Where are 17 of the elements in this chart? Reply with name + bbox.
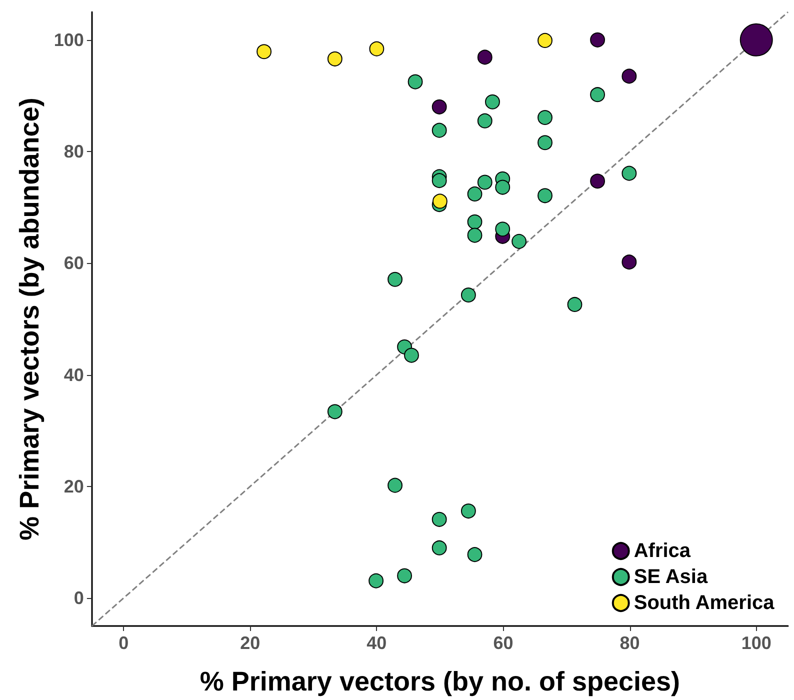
legend-label: Africa: [634, 540, 692, 562]
y-tick-label: 80: [64, 142, 84, 162]
x-tick-label: 100: [741, 633, 772, 653]
y-axis-title: % Primary vectors (by abundance): [14, 98, 44, 540]
y-tick-label: 60: [64, 253, 84, 274]
x-axis-title: % Primary vectors (by no. of species): [200, 666, 680, 696]
x-tick-label: 80: [620, 633, 640, 653]
legend-label: SE Asia: [634, 566, 708, 588]
y-tick-label: 100: [54, 30, 84, 50]
x-tick-label: 20: [240, 633, 260, 653]
x-tick-label: 0: [118, 633, 129, 653]
legend-label: South America: [634, 592, 776, 614]
y-tick-label: 20: [64, 476, 84, 496]
x-tick-label: 40: [366, 633, 387, 653]
y-tick-label: 40: [64, 364, 84, 385]
y-tick-label: 0: [74, 588, 84, 608]
x-tick-label: 60: [493, 633, 514, 653]
